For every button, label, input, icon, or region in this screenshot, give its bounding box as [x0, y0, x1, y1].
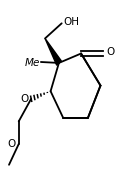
Text: O: O — [8, 139, 16, 149]
Text: O: O — [107, 47, 115, 57]
Text: Me: Me — [25, 58, 40, 68]
Text: OH: OH — [64, 17, 80, 27]
Text: O: O — [21, 94, 29, 104]
Polygon shape — [45, 38, 61, 65]
